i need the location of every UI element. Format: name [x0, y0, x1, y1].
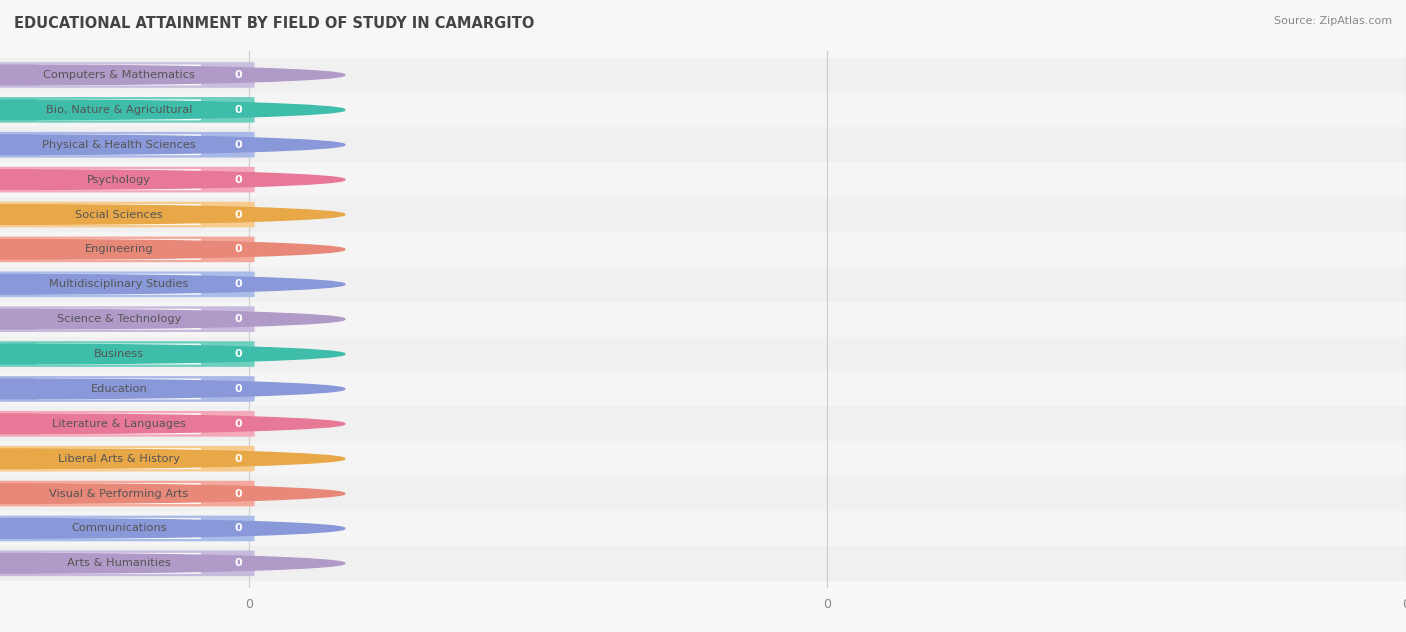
- Text: Business: Business: [94, 349, 143, 359]
- Circle shape: [0, 170, 344, 190]
- Text: Visual & Performing Arts: Visual & Performing Arts: [49, 489, 188, 499]
- Text: 0: 0: [235, 454, 242, 464]
- Circle shape: [0, 449, 344, 468]
- Bar: [0, 232, 1406, 267]
- Text: Literature & Languages: Literature & Languages: [52, 419, 186, 428]
- Text: 0: 0: [235, 245, 242, 255]
- Circle shape: [0, 379, 344, 399]
- Text: 0: 0: [235, 279, 242, 289]
- Text: Multidisciplinary Studies: Multidisciplinary Studies: [49, 279, 188, 289]
- Text: Liberal Arts & History: Liberal Arts & History: [58, 454, 180, 464]
- Circle shape: [0, 484, 344, 503]
- Text: Source: ZipAtlas.com: Source: ZipAtlas.com: [1274, 16, 1392, 26]
- Text: 0: 0: [235, 558, 242, 568]
- FancyBboxPatch shape: [0, 446, 254, 471]
- Text: Engineering: Engineering: [84, 245, 153, 255]
- Bar: [0, 441, 1406, 476]
- Circle shape: [0, 100, 344, 119]
- Text: 0: 0: [235, 384, 242, 394]
- FancyBboxPatch shape: [0, 481, 254, 506]
- Text: 0: 0: [235, 523, 242, 533]
- FancyBboxPatch shape: [37, 64, 201, 85]
- Circle shape: [0, 205, 344, 224]
- Bar: [0, 337, 1406, 372]
- FancyBboxPatch shape: [37, 99, 201, 120]
- FancyBboxPatch shape: [0, 167, 254, 193]
- FancyBboxPatch shape: [37, 344, 201, 365]
- FancyBboxPatch shape: [37, 448, 201, 469]
- FancyBboxPatch shape: [0, 516, 254, 541]
- Circle shape: [0, 65, 344, 85]
- Text: 0: 0: [235, 70, 242, 80]
- Circle shape: [0, 274, 344, 294]
- FancyBboxPatch shape: [37, 413, 201, 434]
- Circle shape: [0, 554, 344, 573]
- Text: Social Sciences: Social Sciences: [75, 210, 163, 219]
- Text: Education: Education: [90, 384, 148, 394]
- Bar: [0, 162, 1406, 197]
- FancyBboxPatch shape: [37, 553, 201, 574]
- FancyBboxPatch shape: [37, 274, 201, 295]
- Text: 0: 0: [235, 489, 242, 499]
- Circle shape: [0, 310, 344, 329]
- FancyBboxPatch shape: [0, 132, 254, 157]
- Bar: [0, 476, 1406, 511]
- FancyBboxPatch shape: [37, 518, 201, 539]
- FancyBboxPatch shape: [37, 379, 201, 399]
- Circle shape: [0, 344, 344, 364]
- Bar: [0, 301, 1406, 337]
- Text: 0: 0: [235, 210, 242, 219]
- Text: 0: 0: [235, 105, 242, 115]
- Bar: [0, 92, 1406, 127]
- FancyBboxPatch shape: [37, 239, 201, 260]
- FancyBboxPatch shape: [0, 411, 254, 437]
- Circle shape: [0, 240, 344, 259]
- FancyBboxPatch shape: [0, 271, 254, 297]
- Text: 0: 0: [235, 349, 242, 359]
- Bar: [0, 406, 1406, 441]
- Text: 0: 0: [235, 419, 242, 428]
- FancyBboxPatch shape: [0, 97, 254, 123]
- Text: Arts & Humanities: Arts & Humanities: [67, 558, 172, 568]
- FancyBboxPatch shape: [37, 169, 201, 190]
- Bar: [0, 58, 1406, 92]
- Bar: [0, 127, 1406, 162]
- Circle shape: [0, 519, 344, 538]
- Circle shape: [0, 135, 344, 154]
- FancyBboxPatch shape: [0, 550, 254, 576]
- Text: Computers & Mathematics: Computers & Mathematics: [44, 70, 195, 80]
- Text: 0: 0: [235, 140, 242, 150]
- Bar: [0, 511, 1406, 546]
- Text: EDUCATIONAL ATTAINMENT BY FIELD OF STUDY IN CAMARGITO: EDUCATIONAL ATTAINMENT BY FIELD OF STUDY…: [14, 16, 534, 31]
- Text: Physical & Health Sciences: Physical & Health Sciences: [42, 140, 195, 150]
- FancyBboxPatch shape: [0, 62, 254, 88]
- FancyBboxPatch shape: [0, 376, 254, 402]
- Bar: [0, 372, 1406, 406]
- FancyBboxPatch shape: [0, 202, 254, 228]
- FancyBboxPatch shape: [0, 236, 254, 262]
- Circle shape: [0, 414, 344, 434]
- Text: Communications: Communications: [72, 523, 167, 533]
- FancyBboxPatch shape: [0, 307, 254, 332]
- FancyBboxPatch shape: [37, 204, 201, 225]
- FancyBboxPatch shape: [37, 308, 201, 330]
- Bar: [0, 267, 1406, 301]
- Text: 0: 0: [235, 314, 242, 324]
- Text: Psychology: Psychology: [87, 174, 150, 185]
- FancyBboxPatch shape: [37, 134, 201, 155]
- Text: Science & Technology: Science & Technology: [56, 314, 181, 324]
- Text: 0: 0: [235, 174, 242, 185]
- Bar: [0, 197, 1406, 232]
- FancyBboxPatch shape: [0, 341, 254, 367]
- FancyBboxPatch shape: [37, 483, 201, 504]
- Bar: [0, 546, 1406, 581]
- Text: Bio, Nature & Agricultural: Bio, Nature & Agricultural: [46, 105, 193, 115]
